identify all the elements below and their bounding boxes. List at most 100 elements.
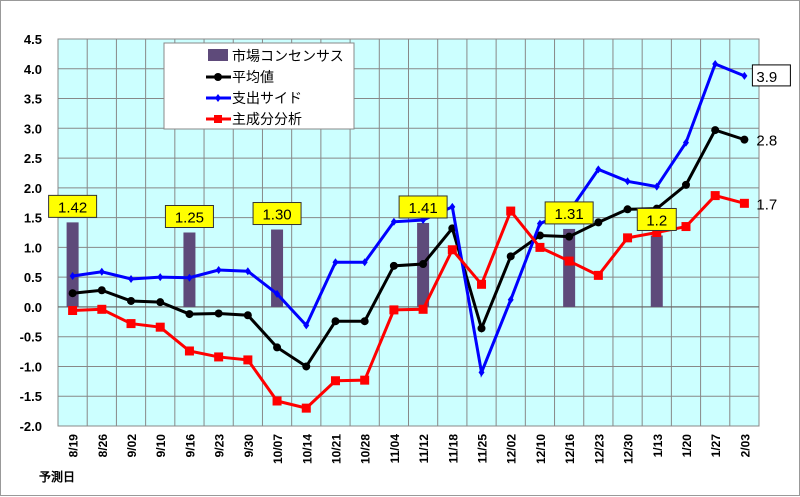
series-line <box>72 62 745 378</box>
consensus-label-box <box>398 195 448 219</box>
x-tick-label: 10/14 <box>300 434 314 464</box>
x-tick-label: 2/03 <box>738 434 752 458</box>
x-tick-label: 9/23 <box>213 434 227 458</box>
data-point <box>594 218 603 227</box>
data-point <box>302 362 311 371</box>
y-tick-label: 4.5 <box>24 32 42 47</box>
x-tick-label: 10/07 <box>271 434 285 464</box>
legend-label: 支出サイド <box>232 91 302 107</box>
data-point <box>593 270 603 280</box>
data-point <box>507 295 514 304</box>
data-point <box>478 368 485 377</box>
data-point <box>214 352 224 362</box>
data-point <box>711 126 720 135</box>
data-point <box>653 182 660 191</box>
consensus-label: 1.30 <box>262 207 291 224</box>
legend-label: 主成分分析 <box>232 112 302 128</box>
consensus-bar <box>650 235 663 307</box>
data-labels: 2.8 3.9 1.7 1.42 1.25 1.30 1.41 1.31 1.2 <box>48 64 791 231</box>
y-tick-label: 0.5 <box>24 270 42 285</box>
legend-label: 市場コンセンサス <box>232 48 344 65</box>
y-tick-label: 3.5 <box>24 92 42 107</box>
data-point <box>301 403 311 413</box>
data-point <box>128 274 135 283</box>
data-point <box>127 296 136 305</box>
x-tick-label: 8/19 <box>67 434 81 458</box>
end-label: 2.8 <box>756 133 777 150</box>
data-point <box>389 305 399 315</box>
y-tick-label: 2.0 <box>24 181 42 196</box>
x-tick-label: 9/30 <box>242 434 256 458</box>
data-point <box>185 310 194 319</box>
data-point <box>303 321 310 330</box>
data-point <box>418 304 428 314</box>
x-axis: 8/19 8/26 9/02 9/10 9/16 9/23 9/30 10/07 10/14 10… <box>67 434 753 464</box>
x-tick-label: 1/13 <box>651 434 665 458</box>
x-tick-label: 1/20 <box>680 434 694 458</box>
data-point <box>565 232 574 241</box>
data-point <box>506 206 516 216</box>
consensus-label-box <box>164 205 214 228</box>
x-tick-label: 10/28 <box>359 434 373 464</box>
y-tick-label: 1.0 <box>24 240 42 255</box>
end-label: 3.9 <box>756 69 777 86</box>
data-point <box>126 319 136 329</box>
data-point <box>389 261 398 270</box>
y-tick-label: -0.5 <box>20 330 42 345</box>
data-point <box>419 260 428 269</box>
data-point <box>157 273 164 282</box>
data-point <box>390 217 397 226</box>
data-point <box>681 180 690 189</box>
data-point <box>536 219 543 228</box>
data-point <box>274 289 281 298</box>
data-point <box>535 231 544 240</box>
data-point <box>156 298 165 307</box>
data-point <box>244 267 251 276</box>
data-point <box>69 271 76 280</box>
consensus-bar <box>183 232 196 307</box>
data-point <box>681 222 691 232</box>
x-axis-title: 予測日 <box>39 469 75 484</box>
data-point <box>97 286 106 295</box>
data-point <box>243 355 253 365</box>
data-point <box>155 322 165 332</box>
x-tick-label: 9/16 <box>183 434 197 458</box>
consensus-label-box <box>48 194 98 218</box>
data-point <box>331 317 340 326</box>
end-label-box <box>751 64 791 87</box>
x-tick-label: 8/26 <box>96 434 110 458</box>
data-point <box>98 267 105 276</box>
data-point <box>214 309 223 318</box>
consensus-label: 1.31 <box>555 206 584 223</box>
data-point <box>360 317 369 326</box>
consensus-label: 1.41 <box>409 200 438 217</box>
data-point <box>710 191 720 201</box>
consensus-label-box <box>252 202 302 226</box>
data-point <box>564 256 574 266</box>
end-label: 1.7 <box>756 196 777 213</box>
gridlines <box>58 38 759 427</box>
x-tick-label: 9/10 <box>154 434 168 458</box>
data-point <box>68 289 77 298</box>
consensus-label: 1.25 <box>175 210 204 227</box>
x-tick-label: 1/27 <box>709 434 723 458</box>
data-point <box>272 396 282 406</box>
y-tick-label: -1.5 <box>20 389 42 404</box>
y-tick-label: -1.0 <box>20 359 42 374</box>
data-point <box>330 376 340 386</box>
y-tick-label: 0.0 <box>24 300 42 315</box>
data-point <box>449 202 456 211</box>
legend-marker <box>214 73 222 81</box>
consensus-label: 1.2 <box>646 212 667 229</box>
data-point <box>68 305 78 315</box>
data-point <box>273 343 282 352</box>
data-point <box>361 258 368 267</box>
y-tick-label: 4.0 <box>24 62 42 77</box>
data-point <box>682 138 689 147</box>
legend-label: 平均値 <box>232 70 274 86</box>
y-tick-label: -2.0 <box>20 419 42 434</box>
data-point <box>215 266 222 275</box>
x-tick-label: 11/25 <box>476 434 490 464</box>
legend-marker <box>215 94 221 102</box>
